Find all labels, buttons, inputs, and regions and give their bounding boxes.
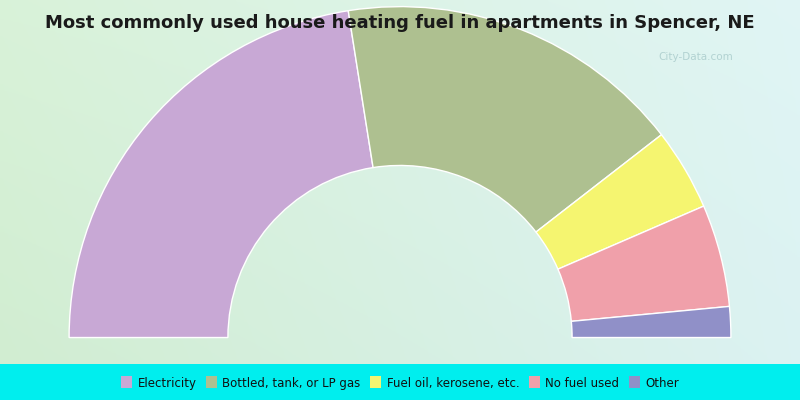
Text: Most commonly used house heating fuel in apartments in Spencer, NE: Most commonly used house heating fuel in…	[45, 14, 755, 32]
Wedge shape	[571, 306, 731, 338]
Legend: Electricity, Bottled, tank, or LP gas, Fuel oil, kerosene, etc., No fuel used, O: Electricity, Bottled, tank, or LP gas, F…	[118, 374, 682, 392]
Wedge shape	[536, 135, 704, 269]
Wedge shape	[69, 11, 373, 338]
Text: City-Data.com: City-Data.com	[658, 52, 734, 62]
Wedge shape	[558, 206, 730, 321]
Wedge shape	[348, 7, 662, 232]
